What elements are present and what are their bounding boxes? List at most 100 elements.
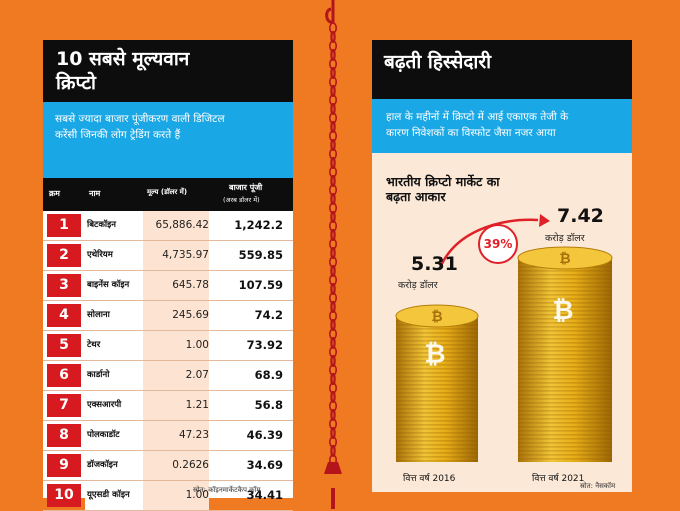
crypto-market-cap: 107.59 (238, 278, 283, 292)
crypto-name: सोलाना (85, 301, 145, 330)
chain-link (330, 282, 336, 296)
chain-link (330, 390, 336, 404)
crypto-market-cap: 559.85 (238, 248, 283, 262)
table-row: 2 एथेरियम 4,735.97 559.85 (43, 241, 293, 271)
right-source: स्रोत: नैसकॉम (580, 482, 616, 490)
crypto-name: बिटकॉइन (85, 211, 145, 240)
rank-badge: 9 (47, 454, 81, 477)
chart-title-line2: बढ़ता आकार (386, 189, 446, 204)
crypto-name: एथेरियम (85, 241, 145, 270)
unit-label-2016: करोड़ डॉलर (398, 280, 438, 291)
header-rank: क्रम (49, 189, 60, 198)
rank-badge: 4 (47, 304, 81, 327)
rank-badge: 3 (47, 274, 81, 297)
crypto-name: बाइनेंस कॉइन (85, 271, 145, 300)
rank-badge: 1 (47, 214, 81, 237)
year-label-2021: वित्त वर्ष 2021 (532, 474, 585, 484)
left-title-bar: 10 सबसे मूल्यवान क्रिप्टो (43, 40, 293, 102)
chain-link (330, 84, 336, 98)
right-subtitle-line2: कारण निवेशकों का विस्फोट जैसा नजर आया (386, 127, 556, 139)
crypto-name: यूएसडी कॉइन (85, 481, 145, 510)
chain-links (329, 22, 338, 466)
unit-label-2021: करोड़ डॉलर (545, 233, 585, 244)
chain-link (330, 102, 336, 116)
table-row: 4 सोलाना 245.69 74.2 (43, 301, 293, 331)
crypto-price: 1.00 (143, 331, 209, 360)
chain-weight-icon (324, 462, 342, 509)
crypto-market-cap: 34.41 (246, 488, 283, 502)
table-header: क्रम नाम मूल्य (डॉलर में) बाजार पूंजी (अ… (43, 178, 293, 211)
header-cap: बाजार पूंजी (229, 183, 263, 192)
chain-link (330, 318, 336, 332)
chain-link (330, 138, 336, 152)
crypto-price: 2.07 (143, 361, 209, 390)
crypto-price: 1.00 (143, 481, 209, 510)
chain-hook-icon (325, 0, 335, 24)
crypto-price: 65,886.42 (143, 211, 209, 240)
right-title: बढ़ती हिस्सेदारी (384, 51, 492, 73)
crypto-name: कार्डानो (85, 361, 145, 390)
chain-link (330, 156, 336, 170)
crypto-price: 1.21 (143, 391, 209, 420)
chain-link (330, 426, 336, 440)
rank-badge: 6 (47, 364, 81, 387)
chain-link (330, 174, 336, 188)
chain-link (330, 300, 336, 314)
right-subtitle-bar: हाल के महीनों में क्रिप्टो में आई एकाएक … (372, 99, 632, 153)
chain-link (330, 48, 336, 62)
chain-link (330, 264, 336, 278)
chain-link (330, 408, 336, 422)
chain-link (330, 120, 336, 134)
chain-link (330, 210, 336, 224)
growth-badge: 39% (478, 224, 518, 264)
crypto-market-cap: 1,242.2 (234, 218, 283, 232)
crypto-price: 245.69 (143, 301, 209, 330)
crypto-name: टेथर (85, 331, 145, 360)
chain-link (330, 372, 336, 386)
table-row: 5 टेथर 1.00 73.92 (43, 331, 293, 361)
crypto-market-cap: 34.69 (246, 458, 283, 472)
table-row: 1 बिटकॉइन 65,886.42 1,242.2 (43, 211, 293, 241)
crypto-market-cap: 56.8 (254, 398, 283, 412)
crypto-market-cap: 46.39 (246, 428, 283, 442)
crypto-market-cap: 73.92 (246, 338, 283, 352)
value-label-2016: 5.31 (411, 253, 458, 275)
rank-badge: 8 (47, 424, 81, 447)
table-row: 3 बाइनेंस कॉइन 645.78 107.59 (43, 271, 293, 301)
crypto-price: 47.23 (143, 421, 209, 450)
value-label-2021: 7.42 (557, 205, 604, 227)
chart-title-line1: भारतीय क्रिप्टो मार्केट का (386, 174, 500, 189)
rank-badge: 10 (47, 484, 81, 507)
chain-link (330, 354, 336, 368)
chain-decoration (324, 0, 342, 509)
rank-badge: 2 (47, 244, 81, 267)
header-cap-unit: (अरब डॉलर में) (223, 196, 260, 204)
year-label-2016: वित्त वर्ष 2016 (403, 474, 456, 484)
header-price: मूल्य (डॉलर में) (147, 188, 188, 196)
crypto-price: 0.2626 (143, 451, 209, 480)
table-row: 7 एक्सआरपी 1.21 56.8 (43, 391, 293, 421)
table-row: 6 कार्डानो 2.07 68.9 (43, 361, 293, 391)
table-row: 8 पोलकाडॉट 47.23 46.39 (43, 421, 293, 451)
rank-badge: 5 (47, 334, 81, 357)
crypto-name: डॉजकॉइन (85, 451, 145, 480)
left-subtitle-line2: करेंसी जिनकी लोग ट्रेडिंग करते हैं (55, 129, 181, 141)
left-subtitle-bar: सबसे ज्यादा बाजार पूंजीकरण वाली डिजिटल क… (43, 102, 293, 178)
crypto-market-cap: 68.9 (254, 368, 283, 382)
crypto-name: पोलकाडॉट (85, 421, 145, 450)
chain-link (330, 192, 336, 206)
top-cryptos-panel: 10 सबसे मूल्यवान क्रिप्टो सबसे ज्यादा बा… (43, 40, 293, 511)
chain-link (330, 246, 336, 260)
chart-title: भारतीय क्रिप्टो मार्केट का बढ़ता आकार (386, 174, 500, 204)
crypto-market-cap: 74.2 (254, 308, 283, 322)
rank-badge: 7 (47, 394, 81, 417)
left-subtitle-line1: सबसे ज्यादा बाजार पूंजीकरण वाली डिजिटल (55, 113, 225, 125)
crypto-price: 645.78 (143, 271, 209, 300)
chain-link (330, 336, 336, 350)
chain-link (330, 228, 336, 242)
crypto-name: एक्सआरपी (85, 391, 145, 420)
chain-link (330, 30, 336, 44)
right-title-bar: बढ़ती हिस्सेदारी (372, 40, 632, 99)
chain-link (330, 66, 336, 80)
header-name: नाम (89, 189, 101, 198)
